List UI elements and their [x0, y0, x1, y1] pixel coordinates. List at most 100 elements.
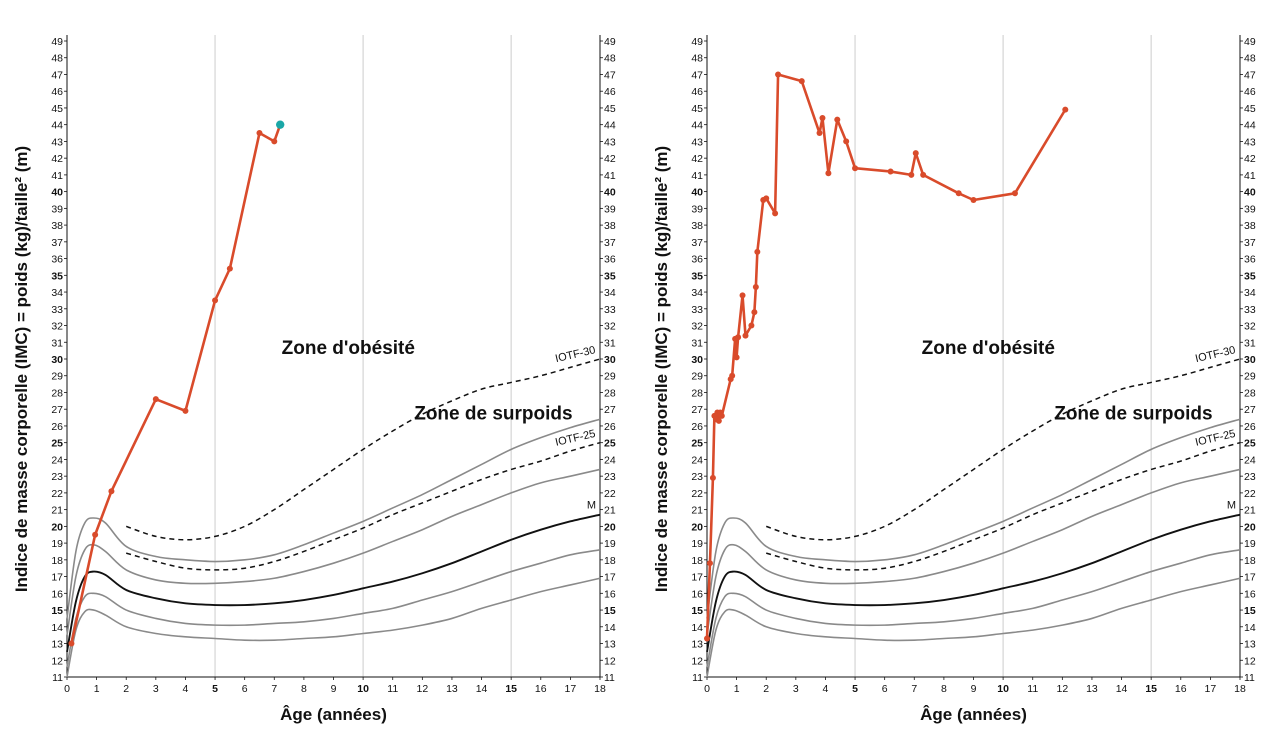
patient-bmi-point [729, 372, 736, 379]
y-tick-label-right: 41 [1244, 170, 1256, 182]
y-tick-label-left: 40 [691, 187, 703, 199]
patient-bmi-point [271, 138, 278, 145]
x-tick-label: 7 [911, 683, 917, 695]
x-tick-label: 11 [387, 683, 398, 695]
x-tick-label: 10 [997, 683, 1009, 695]
y-tick-label-left: 13 [51, 639, 63, 651]
x-tick-label: 5 [212, 683, 218, 695]
percentile-curve [66, 577, 601, 678]
y-tick-label-right: 44 [1244, 120, 1256, 132]
y-tick-label-right: 26 [604, 421, 616, 433]
y-tick-label-right: 32 [1244, 321, 1256, 333]
x-tick-label: 3 [793, 683, 799, 695]
y-tick-label-right: 48 [604, 53, 616, 65]
y-tick-label-left: 37 [691, 237, 703, 249]
y-tick-label-left: 36 [691, 254, 703, 266]
iotf-curve [765, 358, 1241, 541]
y-tick-label-left: 44 [691, 120, 703, 132]
x-tick-label: 7 [271, 683, 277, 695]
patient-bmi-point [955, 190, 962, 197]
y-tick-label-left: 31 [51, 337, 63, 349]
y-tick-label-left: 17 [51, 572, 63, 584]
y-tick-label-right: 16 [604, 588, 616, 600]
y-tick-label-left: 48 [691, 53, 703, 65]
y-tick-label-right: 18 [604, 555, 616, 567]
patient-bmi-point [212, 297, 219, 304]
y-tick-label-left: 25 [691, 438, 703, 450]
x-tick-label: 17 [1205, 683, 1217, 695]
y-tick-label-right: 47 [1244, 69, 1256, 81]
x-tick-label: 6 [242, 683, 248, 695]
y-tick-label-right: 12 [1244, 655, 1256, 667]
y-tick-label-left: 11 [52, 672, 63, 684]
y-tick-label-left: 47 [691, 69, 703, 81]
y-tick-label-right: 33 [604, 304, 616, 316]
iotf-curve [766, 441, 1241, 571]
y-tick-label-left: 35 [691, 270, 703, 282]
y-tick-label-right: 23 [1244, 471, 1256, 483]
y-tick-label-right: 23 [604, 471, 616, 483]
y-tick-label-right: 21 [604, 505, 616, 517]
y-tick-label-left: 28 [691, 387, 703, 399]
patient-bmi-point [706, 560, 713, 567]
y-tick-label-right: 28 [604, 387, 616, 399]
y-tick-label-left: 27 [691, 404, 703, 416]
y-tick-label-right: 18 [1244, 555, 1256, 567]
y-tick-label-right: 45 [604, 103, 616, 115]
y-tick-label-right: 46 [1244, 86, 1256, 98]
y-tick-label-left: 26 [691, 421, 703, 433]
y-tick-label-right: 39 [604, 203, 616, 215]
x-tick-label: 8 [941, 683, 947, 695]
zone-obesity-label: Zone d'obésité [282, 338, 415, 359]
patient-bmi-point [718, 412, 725, 419]
y-tick-label-left: 33 [51, 304, 63, 316]
x-tick-label: 3 [153, 683, 159, 695]
patient-bmi-point [752, 284, 759, 291]
x-tick-label: 18 [594, 683, 606, 695]
y-tick-label-left: 45 [51, 103, 63, 115]
y-tick-label-left: 32 [51, 321, 63, 333]
patient-bmi-point [772, 210, 779, 217]
percentile-curve [706, 418, 1241, 619]
y-tick-label-right: 26 [1244, 421, 1256, 433]
patient-bmi-point [834, 116, 841, 123]
y-tick-label-left: 20 [691, 521, 703, 533]
iotf-curve [125, 358, 601, 541]
x-tick-label: 10 [357, 683, 369, 695]
patient-bmi-point [1011, 190, 1018, 197]
patient-bmi-point [751, 309, 758, 316]
zone-overweight-label: Zone de surpoids [1054, 403, 1212, 424]
y-tick-label-right: 38 [1244, 220, 1256, 232]
x-tick-label: 11 [1027, 683, 1038, 695]
zone-overweight-label: Zone de surpoids [414, 403, 572, 424]
x-tick-label: 1 [734, 683, 740, 695]
y-tick-label-right: 49 [604, 36, 616, 48]
y-tick-label-right: 30 [604, 354, 616, 366]
y-tick-label-right: 46 [604, 86, 616, 98]
y-tick-label-right: 14 [1244, 622, 1256, 634]
y-tick-label-right: 49 [1244, 36, 1256, 48]
y-tick-label-right: 19 [1244, 538, 1256, 550]
patient-bmi-point [754, 248, 761, 255]
y-tick-label-left: 24 [691, 454, 703, 466]
y-tick-label-left: 31 [691, 337, 703, 349]
y-tick-label-left: 42 [691, 153, 703, 165]
y-tick-label-left: 49 [691, 36, 703, 48]
y-tick-label-left: 49 [51, 36, 63, 48]
patient-bmi-point [798, 78, 805, 85]
y-tick-label-right: 48 [1244, 53, 1256, 65]
x-tick-label: 0 [704, 683, 710, 695]
patient-bmi-point [819, 114, 826, 121]
patient-bmi-point [152, 396, 159, 403]
latest-bmi-point [276, 120, 285, 129]
y-tick-label-left: 41 [691, 170, 703, 182]
y-tick-label-left: 14 [691, 622, 703, 634]
x-tick-label: 16 [1175, 683, 1187, 695]
y-tick-label-left: 27 [51, 404, 63, 416]
y-tick-label-right: 27 [604, 404, 616, 416]
zone-obesity-label: Zone d'obésité [922, 338, 1055, 359]
y-tick-label-left: 24 [51, 454, 63, 466]
curve-label: M [1227, 500, 1236, 512]
y-tick-label-left: 38 [691, 220, 703, 232]
